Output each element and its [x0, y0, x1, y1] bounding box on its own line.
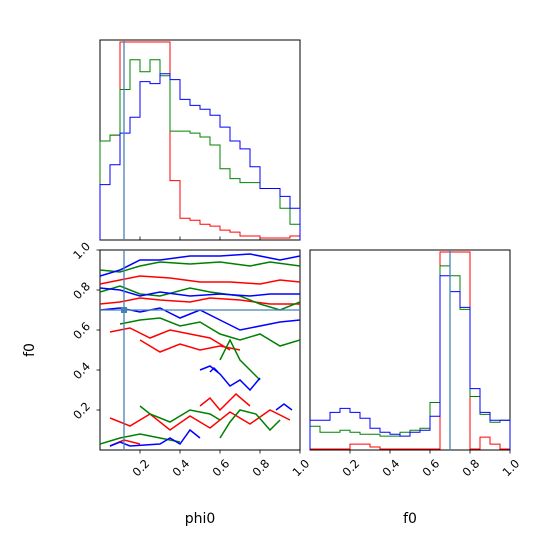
phi0-xtick-label: 0.6 [210, 456, 233, 479]
f0-ytick-label: 0.6 [70, 319, 93, 342]
phi0-xtick-label: 0.4 [170, 456, 193, 479]
contour-red-line [100, 275, 300, 285]
contour-blue-line [275, 403, 293, 411]
joint-contour-lines [100, 250, 300, 450]
phi0-xtick-label: 1.0 [290, 456, 313, 479]
f0-histogram-frame [309, 249, 511, 451]
contour-green-line [219, 409, 281, 439]
contour-blue-line [109, 428, 201, 447]
phi0-histogram-panel [99, 39, 301, 241]
f0-hist-blue-series [309, 275, 511, 450]
contour-blue-line [199, 365, 261, 392]
phi0-histogram-ticks [139, 236, 261, 240]
f0-xtick-label: 0.4 [380, 456, 403, 479]
f0-ytick-label: 0.2 [70, 399, 93, 422]
f0-histogram-panel: 0.2 0.4 0.6 0.8 1.0 [309, 249, 523, 479]
f0-hist-green-series [309, 265, 511, 450]
phi0-xtick-label: 0.8 [250, 456, 273, 479]
contour-green-line [119, 317, 300, 347]
contour-blue-line [100, 287, 300, 297]
f0-xtick-label: 0.8 [460, 456, 483, 479]
phi0-xtick-label: 0.2 [130, 456, 153, 479]
f0-histogram-ticks: 0.2 0.4 0.6 0.8 1.0 [340, 450, 523, 479]
f0-hist-red-series [309, 251, 511, 450]
joint-contour-panel: 0.2 0.4 0.6 0.8 1.0 0.2 0.4 0.6 0.8 1.0 [70, 239, 312, 479]
x-axis-label-phi0: phi0 [185, 511, 216, 527]
contour-green-line [100, 285, 300, 311]
f0-xtick-label: 1.0 [500, 456, 523, 479]
f0-ytick-label: 1.0 [70, 239, 93, 262]
joint-truth-marker [121, 307, 127, 313]
phi0-hist-green-series [99, 59, 301, 240]
contour-red-line [139, 339, 241, 353]
contour-blue-line [100, 253, 300, 277]
f0-ytick-label: 0.4 [70, 359, 93, 382]
phi0-histogram-frame [99, 39, 301, 241]
joint-contour-frame [99, 249, 301, 451]
phi0-hist-red-series [99, 41, 301, 240]
contour-blue-line [209, 366, 219, 373]
y-axis-label-f0: f0 [22, 343, 38, 357]
phi0-hist-blue-series [99, 73, 301, 240]
joint-contour-ticks: 0.2 0.4 0.6 0.8 1.0 0.2 0.4 0.6 0.8 1.0 [70, 239, 312, 479]
phi0-histogram-series [99, 40, 301, 240]
contour-red-line [100, 297, 300, 305]
joint-contour-group [100, 250, 300, 450]
contour-red-line [109, 327, 231, 351]
f0-xtick-label: 0.2 [340, 456, 363, 479]
contour-red-line [199, 392, 251, 412]
f0-xtick-label: 0.6 [420, 456, 443, 479]
f0-ytick-label: 0.8 [70, 279, 93, 302]
contour-red-line [109, 409, 291, 431]
contour-green-line [219, 338, 261, 381]
contour-green-line [139, 405, 221, 423]
contour-green-line [100, 261, 300, 273]
contour-blue-line [100, 307, 300, 331]
x-axis-label-f0: f0 [403, 511, 417, 527]
f0-histogram-series [309, 250, 511, 450]
